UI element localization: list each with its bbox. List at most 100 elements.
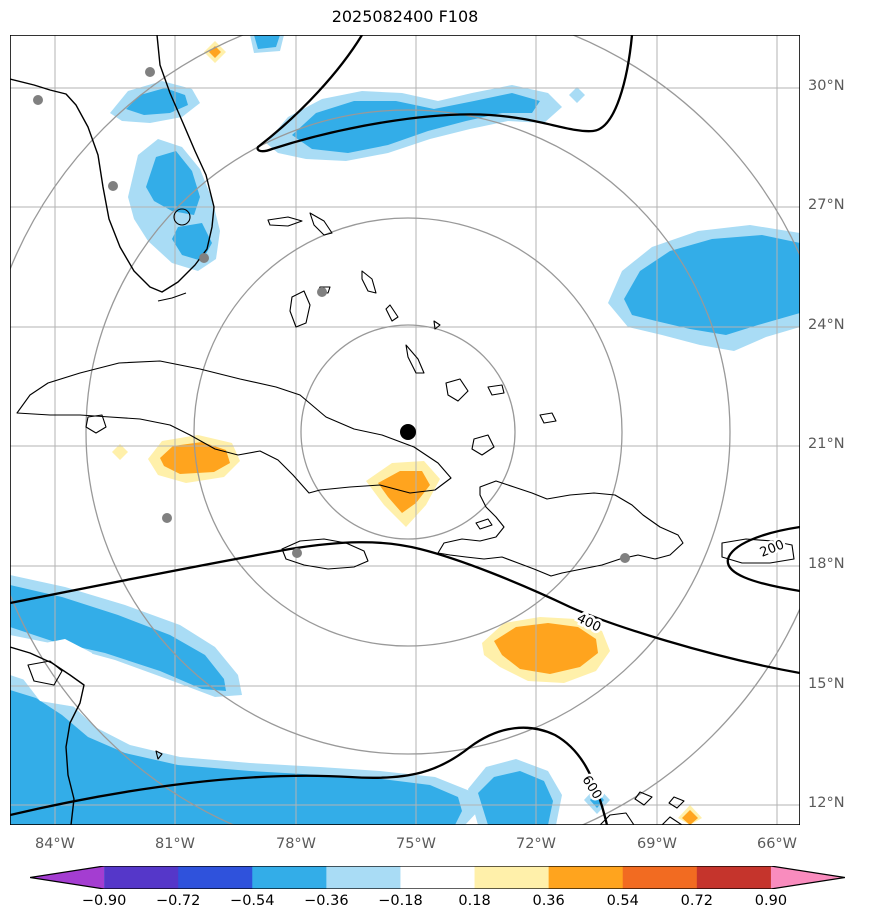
coastline-hispaniola [437,480,684,577]
bahamas-mayaguana [487,384,505,396]
bahamas-acklins [445,378,469,402]
lat-tick-12n: 12°N [808,795,845,811]
lon-tick-78w: 78°W [275,836,317,852]
shaded-region-positive [682,810,698,825]
island-curacao [668,796,685,809]
range-ring-layer [10,35,800,825]
lat-tick-30n: 30°N [808,78,845,94]
contour-label-200: 200 [758,538,787,561]
bahamas-cat-island [385,304,399,322]
colorbar-tick-label: −0.36 [304,893,349,909]
colorbar-tick-label: 0.36 [532,893,565,909]
bahamas-abaco [309,212,333,236]
map-canvas: 200 400 600 [10,35,800,825]
paraguana-peninsula [599,812,635,825]
colorbar-segment [770,866,845,889]
shaded-region-negative [10,585,226,691]
bahamas-san-salvador [433,320,441,330]
storm-center-marker [400,424,416,440]
lat-tick-24n: 24°N [808,317,845,333]
city-dot [162,513,172,523]
shaded-region-negative [624,235,800,335]
coastline-jamaica [281,538,369,570]
coastline-central-america [10,646,85,825]
shading-layer [10,35,800,825]
bahamas-long-island [405,344,425,374]
colorbar-segment [30,866,105,889]
colorbar-tick-label: −0.90 [81,893,127,909]
range-ring [300,324,516,540]
bahamas-grand-bahama [267,216,303,227]
colorbar-segment [474,866,550,889]
lake-okeechobee [173,208,191,226]
lon-tick-84w: 84°W [34,836,76,852]
contour-line-600 [10,726,609,825]
city-dot [145,67,155,77]
colorbar [30,866,845,889]
city-dot [620,553,630,563]
shading-hole [20,639,98,707]
coast-cape [661,816,683,825]
range-ring [85,109,731,755]
lat-tick-15n: 15°N [808,676,845,692]
colorbar-segment [400,866,476,889]
lon-tick-69w: 69°W [636,836,678,852]
gonave-island [475,518,493,530]
contour-label-layer: 200 400 600 [572,535,789,805]
bahamas-eleuthera [361,270,377,294]
colorbar-segment [252,866,327,889]
coastline-layer [10,35,795,825]
coastal-island [27,660,63,686]
city-dot [292,548,302,558]
lon-tick-81w: 81°W [154,836,196,852]
shaded-region-negative [569,87,585,103]
lon-tick-72w: 72°W [515,836,557,852]
colorbar-segment [326,866,401,889]
colorbar-segment [178,866,253,889]
colorbar-tick-label: 0.54 [606,893,639,909]
contour-line-top [256,35,634,153]
shaded-region-negative [478,771,553,825]
colorbar-tick-label: −0.18 [378,893,423,909]
coastline-cuba [16,360,452,494]
coastline-florida-keys [157,292,187,302]
bahamas-inagua [471,434,495,456]
city-dot [108,181,118,191]
range-ring [193,217,623,647]
colorbar-tick-label: −0.54 [230,893,275,909]
colorbar-tick-label: 0.18 [458,893,491,909]
colorbar-segment [622,866,698,889]
contour-line-400 [10,541,800,675]
lat-tick-27n: 27°N [808,197,845,213]
city-dot [317,287,327,297]
colorbar-segment [696,866,772,889]
shaded-region-positive [378,471,430,513]
shaded-region-negative [172,223,212,261]
island-aruba [634,791,653,806]
shaded-region-negative [254,35,280,49]
colorbar-segment [104,866,179,889]
coastline-puerto-rico [721,538,795,564]
colorbar-ticks: −0.90 −0.72 −0.54 −0.36 −0.18 0.18 0.36 0.54 0.7… [0,893,873,915]
coastline-florida [10,35,215,293]
plot-title: 2025082400 F108 [331,7,479,26]
city-dot [199,253,209,263]
colorbar-tick-label: 0.90 [754,893,788,909]
gridline-layer [10,35,800,825]
colorbar-segment [548,866,624,889]
city-dot [33,95,43,105]
lon-tick-66w: 66°W [756,836,798,852]
colorbar-tick-label: −0.72 [155,893,201,909]
isla-juventud [85,414,107,434]
shaded-region-positive [112,444,128,460]
lon-tick-75w: 75°W [395,836,437,852]
bahamas-andros [289,290,311,328]
lat-tick-21n: 21°N [808,436,845,452]
lat-tick-18n: 18°N [808,556,845,572]
turks-caicos [539,412,557,424]
shaded-region-positive [494,623,598,674]
city-dot-layer [33,67,630,563]
island-providencia [155,750,163,760]
colorbar-tick-label: 0.72 [680,893,713,909]
